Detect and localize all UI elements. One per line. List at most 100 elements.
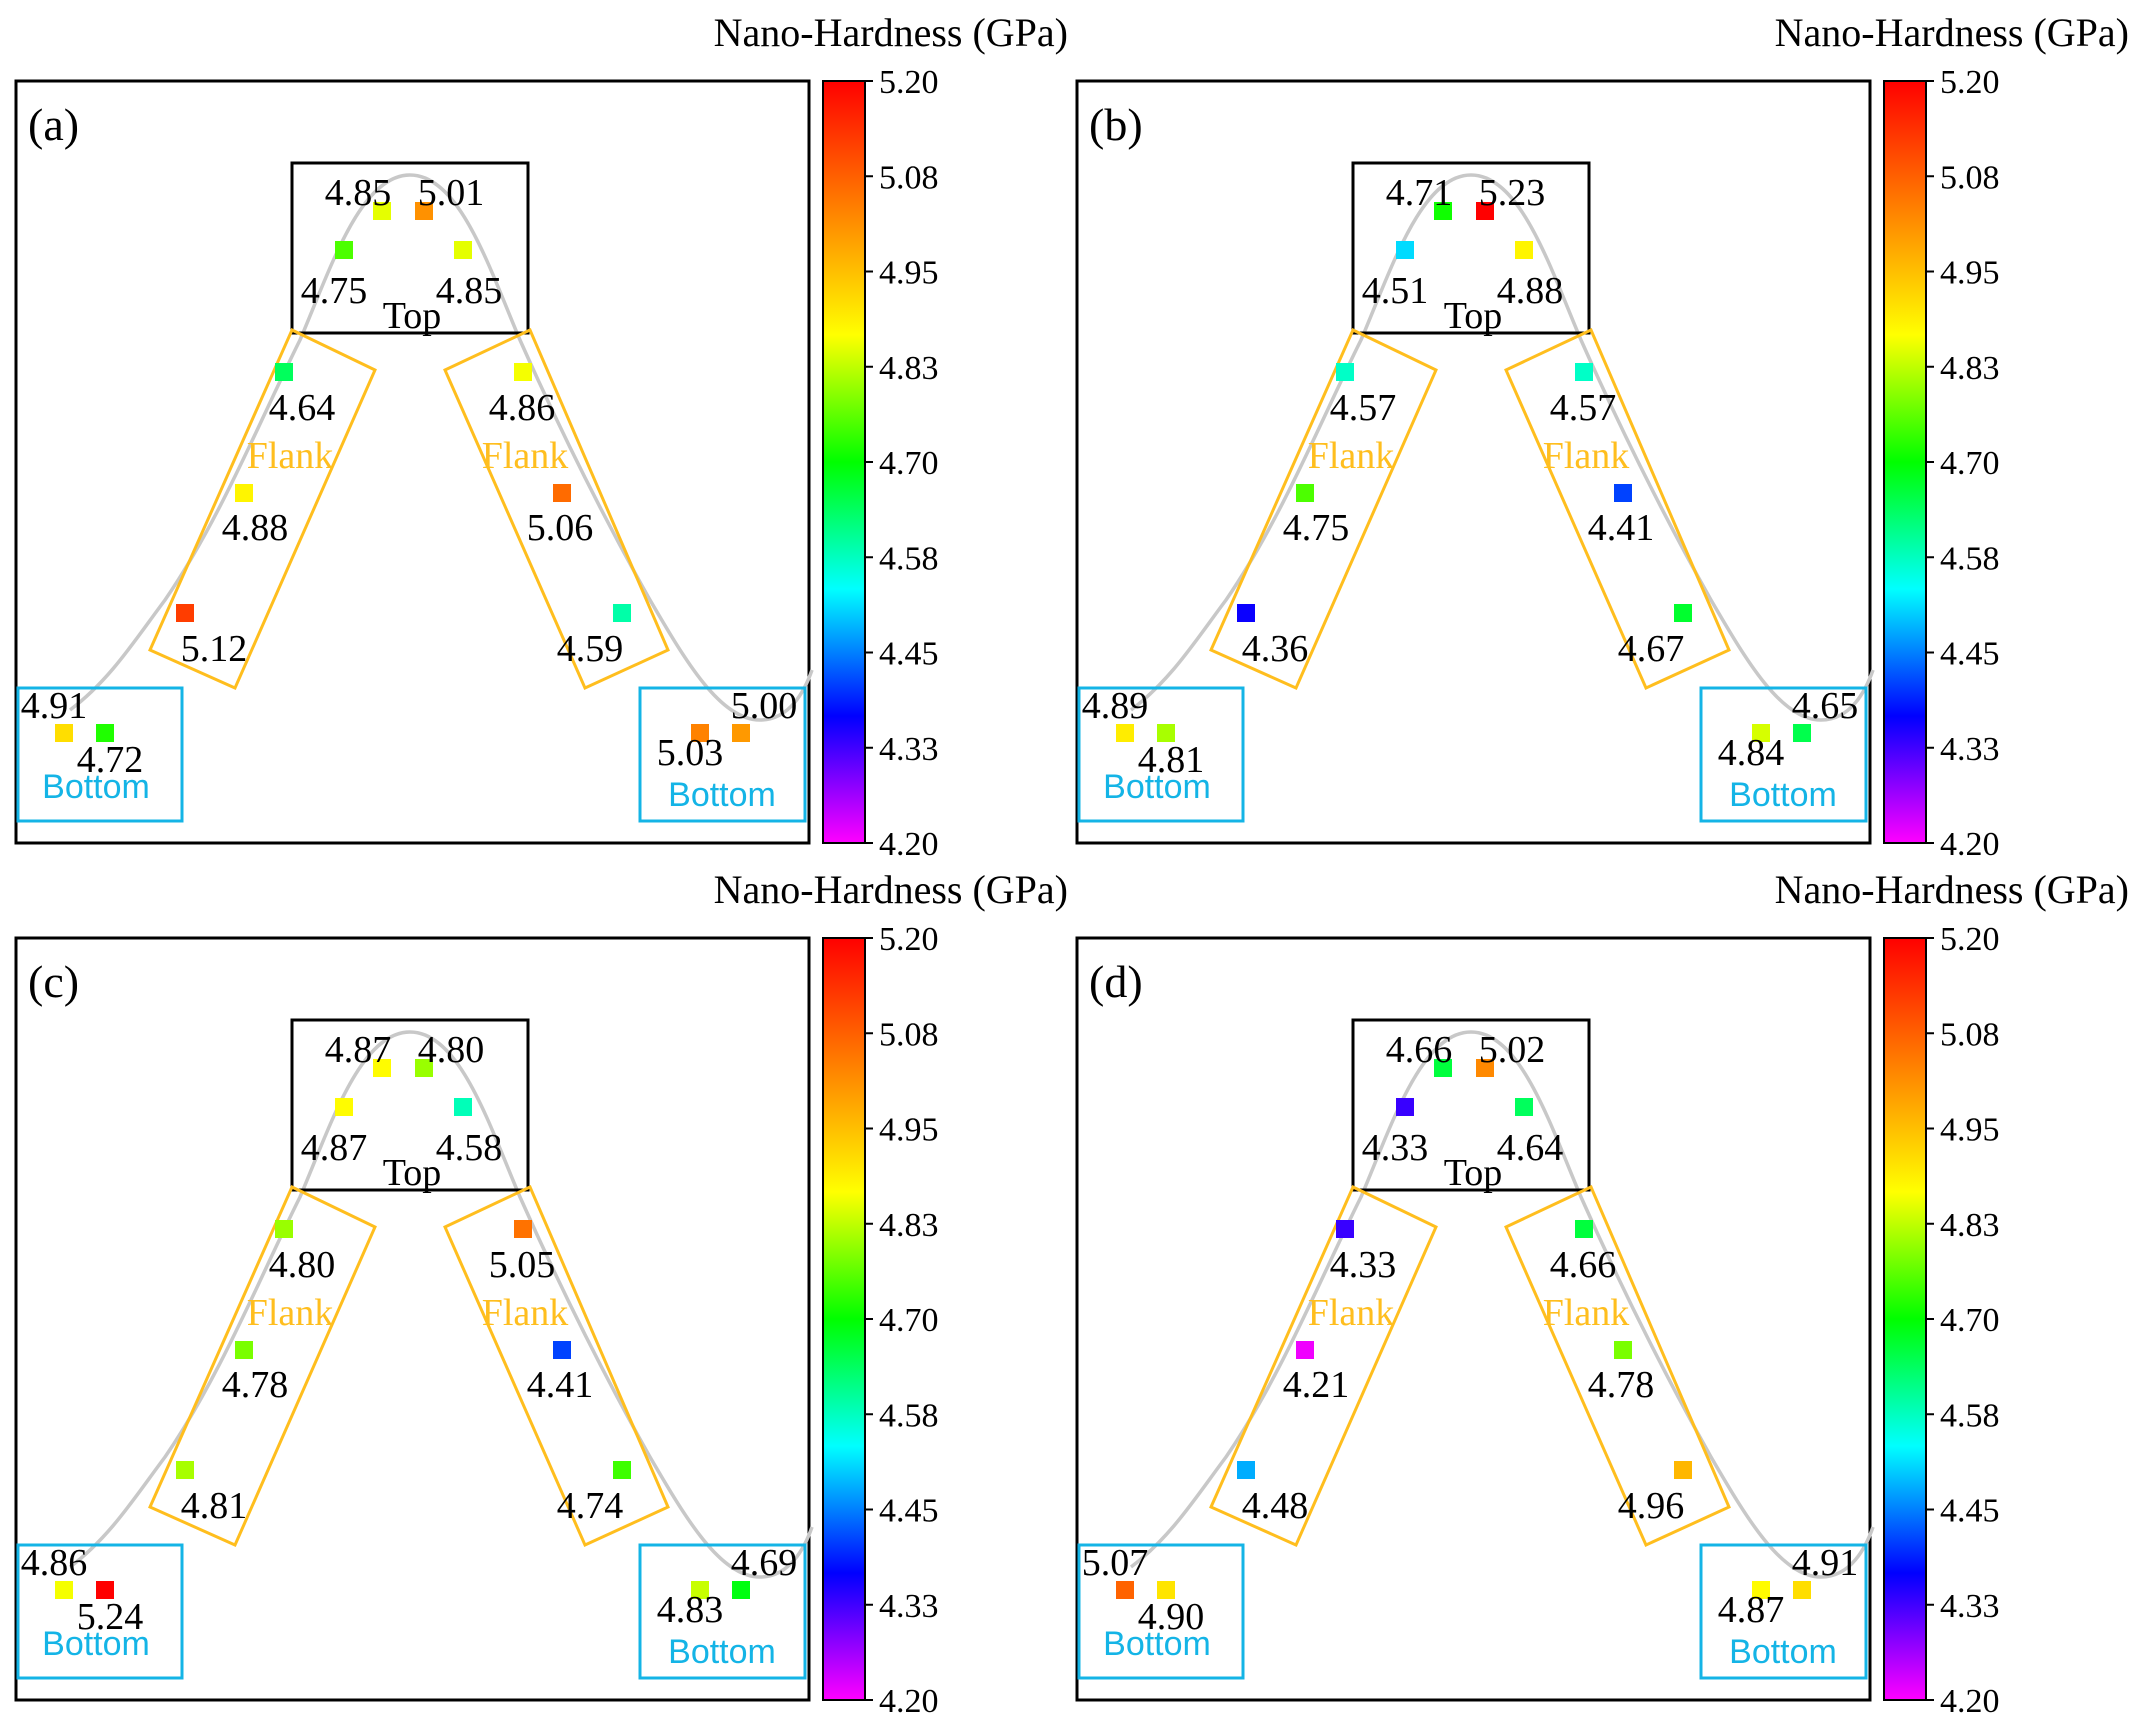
bottom-left-label: Bottom: [1103, 768, 1211, 806]
colorbar-tick-label: 4.83: [1940, 350, 2000, 387]
data-point: [1237, 1461, 1255, 1479]
data-point: [1336, 363, 1354, 381]
data-label: 4.86: [21, 1542, 88, 1584]
data-label: 4.80: [418, 1029, 485, 1071]
plot-frame: [14, 79, 811, 845]
data-point: [553, 1341, 571, 1359]
bottom-right-box: [638, 686, 807, 823]
colorbar: [1883, 937, 1927, 1701]
data-point: [415, 202, 433, 220]
data-label: 4.33: [1330, 1244, 1397, 1286]
data-point: [373, 1059, 391, 1077]
top-region-label: Top: [1444, 1152, 1503, 1194]
data-point: [514, 363, 532, 381]
flank-left-label: Flank: [247, 1292, 334, 1334]
data-point: [235, 484, 253, 502]
data-point: [373, 202, 391, 220]
plot-frame: [1075, 936, 1872, 1702]
data-point: [1614, 1341, 1632, 1359]
data-label: 4.78: [222, 1364, 289, 1406]
data-point: [275, 1220, 293, 1238]
data-label: 4.58: [436, 1127, 503, 1169]
colorbar-tick-label: 4.70: [879, 445, 939, 482]
data-label: 4.57: [1330, 387, 1397, 429]
top-region-box: [290, 161, 530, 335]
data-label: 4.85: [436, 270, 503, 312]
data-point: [1434, 202, 1452, 220]
bottom-left-box: [1077, 1543, 1245, 1680]
data-label: 4.41: [1588, 507, 1655, 549]
data-label: 4.81: [1138, 739, 1205, 781]
colorbar-tick-label: 4.20: [879, 826, 939, 863]
profile-curve: [1129, 173, 1875, 722]
data-label: 4.41: [527, 1364, 594, 1406]
data-point: [1674, 604, 1692, 622]
data-label: 4.87: [1718, 1589, 1785, 1631]
colorbar-tick-label: 4.20: [1940, 1683, 2000, 1720]
bottom-right-label: Bottom: [668, 776, 776, 814]
data-point: [1296, 484, 1314, 502]
bottom-right-box: [638, 1543, 807, 1680]
data-point: [1515, 241, 1533, 259]
data-point: [1575, 363, 1593, 381]
data-label: 4.64: [1497, 1127, 1564, 1169]
data-label: 4.88: [1497, 270, 1564, 312]
data-label: 4.89: [1082, 685, 1149, 727]
data-point: [1793, 724, 1811, 742]
data-point: [1674, 1461, 1692, 1479]
top-region-label: Top: [383, 295, 442, 337]
flank-left-box: [148, 327, 377, 690]
flank-right-label: Flank: [482, 1292, 569, 1334]
data-point: [1157, 1581, 1175, 1599]
panel-3: (d) Top Flank Flank Bottom Bottom 4.66 5.02 4.33…: [1075, 867, 2129, 1720]
data-label: 4.66: [1386, 1029, 1453, 1071]
colorbar: [822, 937, 866, 1701]
data-point: [96, 1581, 114, 1599]
top-region-label: Top: [383, 1152, 442, 1194]
data-point: [1237, 604, 1255, 622]
top-region-label: Top: [1444, 295, 1503, 337]
data-label: 4.33: [1362, 1127, 1429, 1169]
data-point: [613, 1461, 631, 1479]
colorbar-title: Nano-Hardness (GPa): [1775, 10, 2129, 55]
data-label: 5.05: [489, 1244, 556, 1286]
data-point: [454, 1098, 472, 1116]
panel-0: (a) Top Flank Flank Bottom Bottom 4.85 5.01 4.75…: [14, 10, 1068, 863]
profile-curve: [68, 173, 814, 722]
panel-label: (b): [1089, 99, 1143, 150]
data-point: [275, 363, 293, 381]
colorbar-tick-label: 4.95: [879, 1112, 939, 1149]
colorbar-tick-label: 4.83: [879, 1207, 939, 1244]
data-label: 5.00: [731, 685, 798, 727]
flank-right-box: [443, 1184, 670, 1547]
data-label: 5.24: [77, 1596, 144, 1638]
data-label: 4.91: [21, 685, 88, 727]
colorbar-tick-label: 5.20: [1940, 64, 2000, 101]
data-point: [732, 724, 750, 742]
data-point: [691, 724, 709, 742]
bottom-left-label: Bottom: [1103, 1625, 1211, 1663]
data-label: 4.59: [557, 628, 624, 670]
colorbar-tick-label: 4.45: [879, 636, 939, 673]
data-label: 5.01: [418, 172, 485, 214]
flank-right-box: [443, 327, 670, 690]
data-label: 4.74: [557, 1485, 624, 1527]
data-point: [335, 241, 353, 259]
colorbar-tick-label: 4.45: [1940, 1493, 2000, 1530]
colorbar-title: Nano-Hardness (GPa): [1775, 867, 2129, 912]
colorbar-tick-label: 4.45: [1940, 636, 2000, 673]
data-label: 4.87: [325, 1029, 392, 1071]
data-label: 5.03: [657, 732, 724, 774]
bottom-left-label: Bottom: [42, 768, 150, 806]
data-point: [1434, 1059, 1452, 1077]
plot-frame: [1075, 79, 1872, 845]
data-label: 5.23: [1479, 172, 1546, 214]
data-label: 4.72: [77, 739, 144, 781]
colorbar-tick-label: 4.95: [1940, 255, 2000, 292]
profile-curve: [1129, 1030, 1875, 1579]
data-label: 4.71: [1386, 172, 1453, 214]
data-label: 4.78: [1588, 1364, 1655, 1406]
data-point: [1296, 1341, 1314, 1359]
bottom-left-box: [1077, 686, 1245, 823]
